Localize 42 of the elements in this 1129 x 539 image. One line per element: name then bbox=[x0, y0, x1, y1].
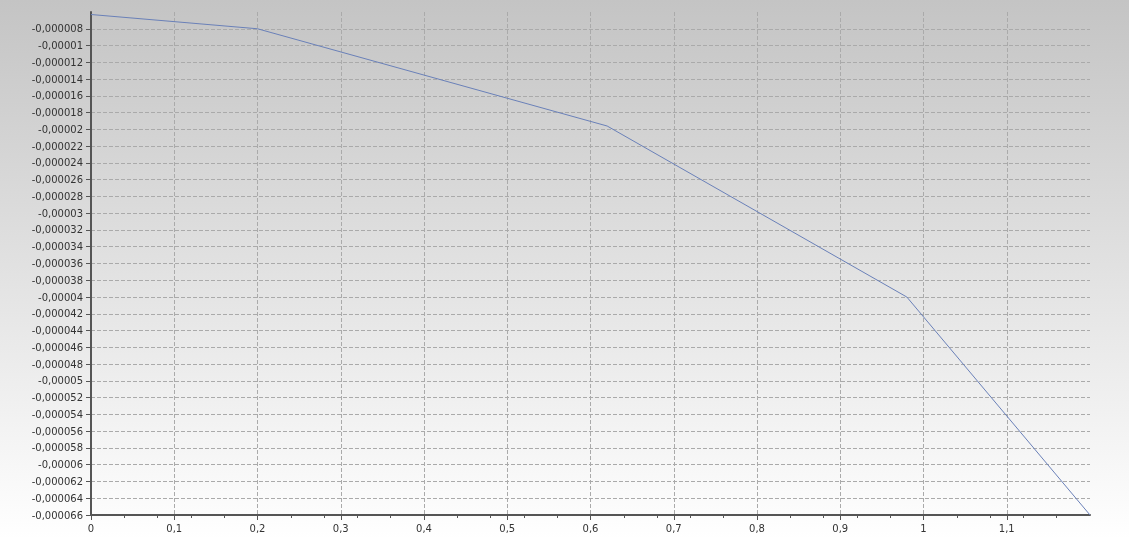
y-tick-label: -0,000026 bbox=[31, 174, 83, 186]
y-tick-label: -0,000024 bbox=[31, 157, 83, 169]
y-tick-label: -0,000034 bbox=[31, 241, 83, 253]
x-tick-label: 0,4 bbox=[416, 522, 432, 534]
y-tick-label: -0,00005 bbox=[38, 375, 83, 387]
y-tick-label: -0,000008 bbox=[31, 23, 83, 35]
y-tick-label: -0,000042 bbox=[31, 308, 83, 320]
y-tick-label: -0,000014 bbox=[31, 73, 83, 85]
x-tick-label: 0,1 bbox=[166, 522, 183, 534]
y-tick-label: -0,00002 bbox=[38, 123, 83, 135]
y-tick-label: -0,000064 bbox=[31, 492, 83, 504]
y-tick-label: -0,00006 bbox=[38, 459, 83, 471]
x-tick-label: 1,1 bbox=[998, 522, 1015, 534]
y-tick-label: -0,000036 bbox=[31, 258, 83, 269]
y-tick-label: -0,000056 bbox=[31, 425, 83, 437]
y-tick-label: -0,000016 bbox=[31, 90, 83, 102]
x-tick-label: 0,3 bbox=[332, 522, 349, 534]
y-tick-label: -0,000046 bbox=[31, 341, 83, 353]
y-tick-label: -0,000032 bbox=[31, 224, 83, 236]
y-tick-label: -0,000058 bbox=[31, 442, 83, 454]
x-tick-label: 1 bbox=[920, 522, 927, 534]
x-tick-label: 0 bbox=[87, 522, 95, 534]
y-tick-label: -0,00004 bbox=[38, 291, 83, 303]
x-tick-label: 0,9 bbox=[832, 522, 849, 534]
y-tick-label: -0,00001 bbox=[38, 40, 83, 52]
y-tick-label: -0,000066 bbox=[31, 509, 83, 521]
y-tick-label: -0,000028 bbox=[31, 190, 83, 202]
y-tick-label: -0,000062 bbox=[31, 475, 83, 487]
y-tick-label: -0,000022 bbox=[31, 140, 83, 152]
x-tick-label: 0,6 bbox=[582, 522, 599, 534]
y-tick-label: -0,00003 bbox=[38, 207, 83, 219]
y-tick-label: -0,000052 bbox=[31, 392, 83, 404]
y-tick-label: -0,000012 bbox=[31, 56, 83, 68]
x-tick-label: 0,8 bbox=[749, 522, 765, 534]
y-tick-label: -0,000054 bbox=[31, 408, 83, 420]
x-tick-label: 0,7 bbox=[665, 522, 682, 534]
y-tick-label: -0,000018 bbox=[31, 107, 83, 119]
y-tick-label: -0,000048 bbox=[31, 358, 83, 370]
y-tick-label: -0,000038 bbox=[31, 274, 83, 286]
x-tick-label: 0,2 bbox=[249, 522, 266, 534]
x-tick-label: 0,5 bbox=[499, 522, 516, 534]
y-tick-label: -0,000044 bbox=[31, 325, 83, 337]
